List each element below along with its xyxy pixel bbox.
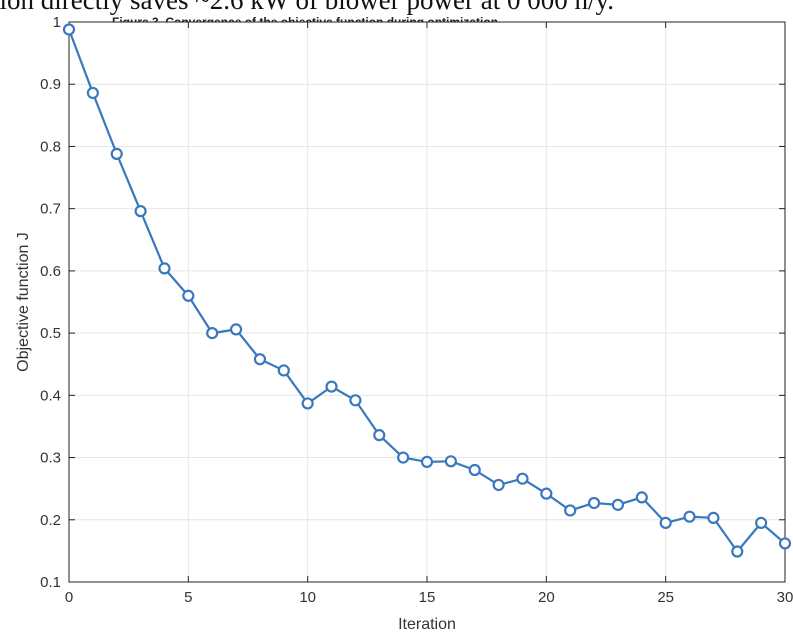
x-tick-label: 15: [419, 589, 436, 606]
data-point: [659, 516, 672, 529]
overlay-text: tion directly saves ~2.6 kW of blower po…: [0, 0, 614, 15]
data-point: [134, 205, 147, 218]
data-point: [492, 478, 505, 492]
y-tick-label: 0.9: [40, 76, 61, 93]
y-tick-label: 0.3: [40, 450, 61, 467]
data-point: [444, 455, 457, 468]
x-tick-label: 10: [299, 589, 316, 606]
data-point: [611, 498, 625, 511]
data-point: [397, 451, 410, 464]
data-point: [778, 537, 792, 550]
y-tick-label: 0.7: [40, 201, 61, 218]
y-tick-label: 0.1: [40, 574, 61, 591]
x-tick-label: 0: [65, 589, 73, 606]
data-point: [564, 504, 577, 517]
x-axis-label: Iteration: [398, 616, 456, 633]
data-point: [635, 491, 648, 504]
y-tick-label: 0.8: [40, 138, 61, 155]
y-tick-label: 0.6: [40, 263, 61, 280]
data-point: [182, 289, 195, 302]
data-point: [420, 455, 434, 469]
data-point: [158, 262, 171, 275]
y-tick-label: 0.2: [40, 512, 61, 529]
data-point: [468, 463, 481, 477]
data-point: [110, 147, 123, 161]
data-point: [86, 86, 99, 100]
y-tick-label: 0.4: [40, 387, 61, 404]
data-markers: [62, 23, 792, 558]
data-point: [301, 397, 314, 410]
data-point: [229, 323, 243, 336]
data-point: [349, 394, 362, 407]
data-point: [587, 496, 601, 510]
data-point: [540, 487, 553, 500]
y-tick-label: 0.5: [40, 325, 61, 342]
data-point: [206, 327, 219, 340]
data-point: [731, 545, 744, 558]
axis-ticks: [68, 21, 786, 583]
data-point: [516, 472, 529, 485]
data-point: [62, 23, 76, 36]
y-axis-label: Objective function J: [15, 232, 32, 372]
x-tick-label: 5: [184, 589, 192, 606]
data-point: [683, 510, 696, 523]
x-axis-tick-labels: 0 5 10 15 20 25 30: [65, 589, 793, 606]
data-point: [253, 353, 267, 366]
y-axis-tick-labels: 0.1 0.2 0.3 0.4 0.5 0.6 0.7 0.8 0.9 1: [40, 14, 61, 591]
x-tick-label: 20: [538, 589, 555, 606]
x-tick-label: 25: [657, 589, 674, 606]
y-tick-label: 1: [53, 14, 61, 31]
x-tick-label: 30: [777, 589, 793, 606]
data-point: [325, 380, 338, 393]
data-point: [373, 429, 386, 442]
data-point: [707, 511, 720, 525]
data-point: [277, 364, 290, 377]
data-point: [755, 516, 768, 529]
